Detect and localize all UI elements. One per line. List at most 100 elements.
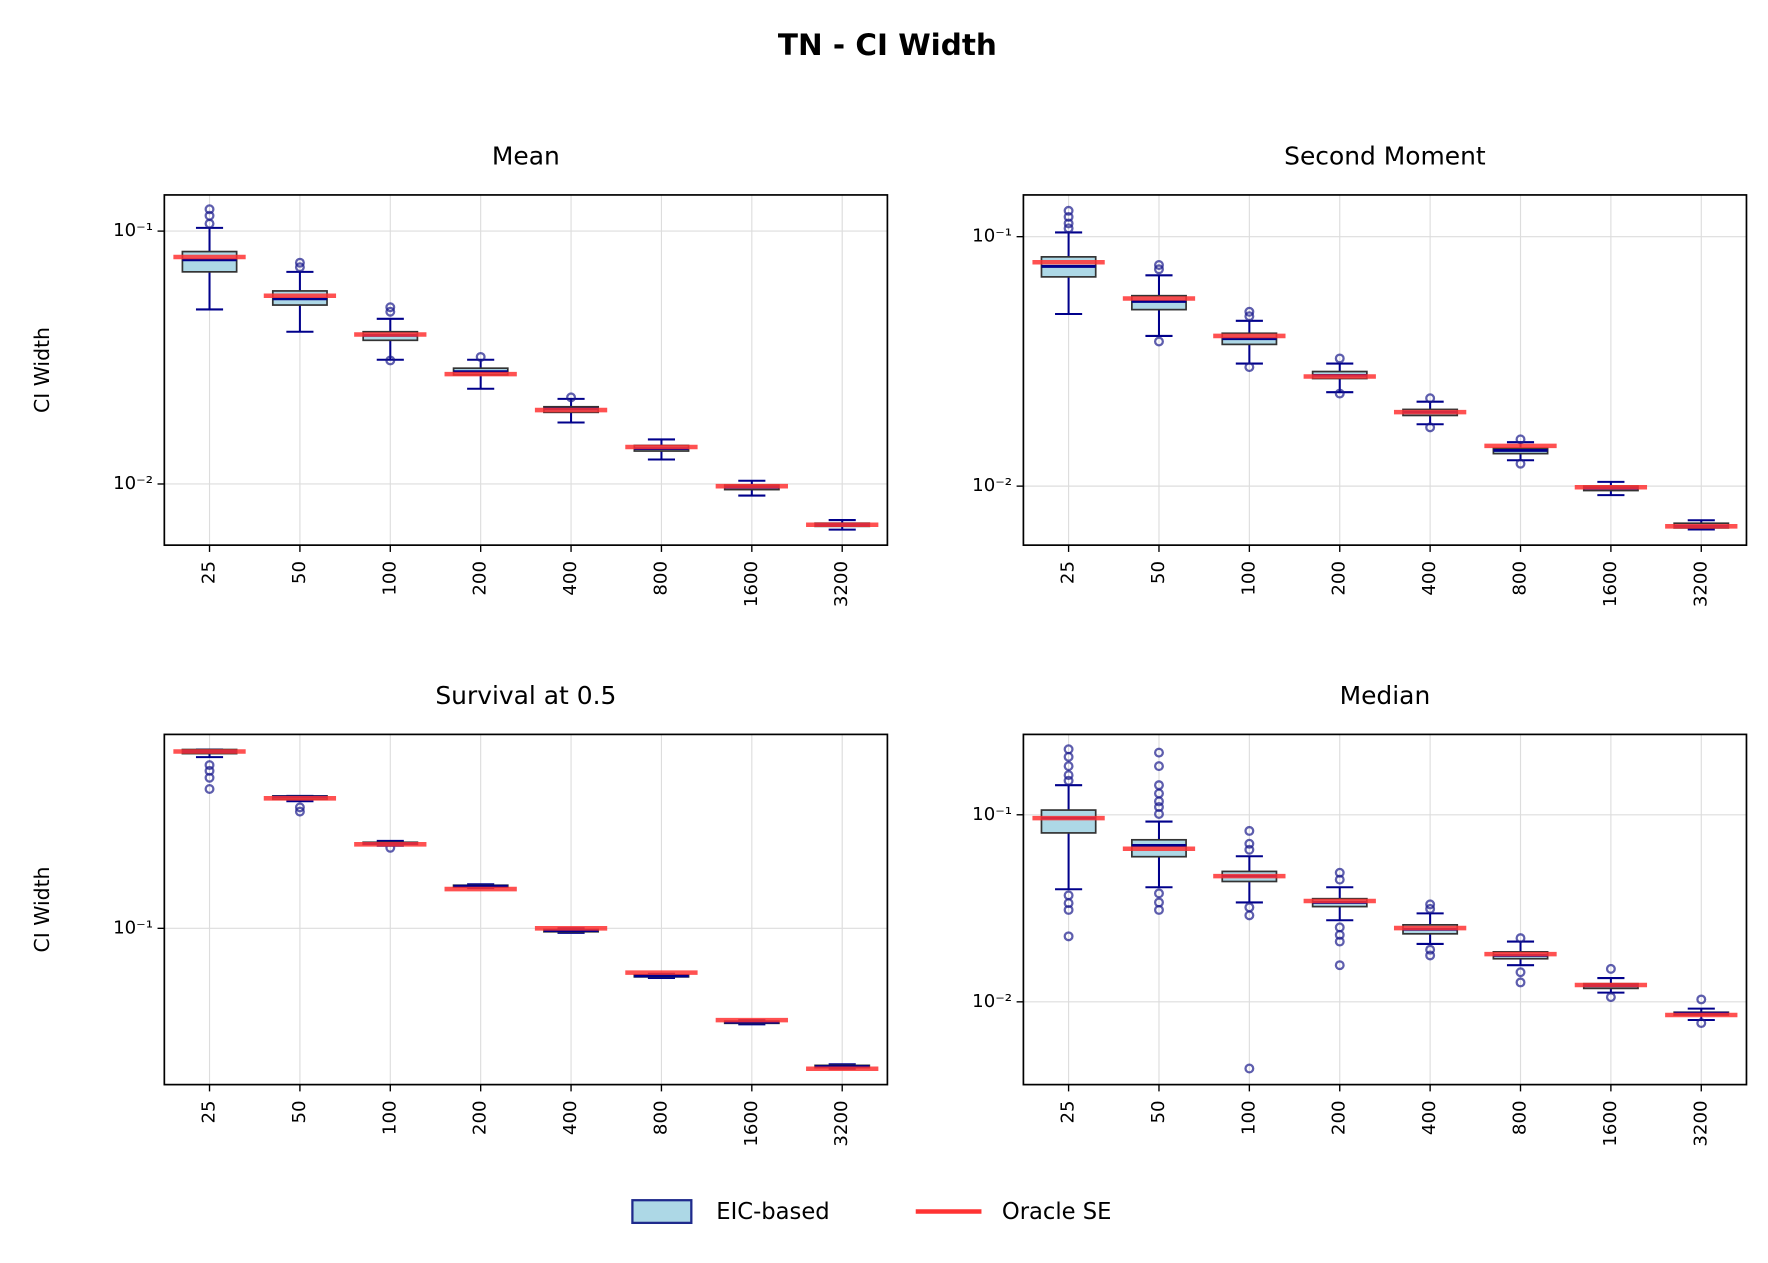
x-tick-label: 3200 <box>1690 1100 1711 1146</box>
x-tick-label: 25 <box>199 1100 220 1123</box>
y-tick-label: 10⁻¹ <box>113 917 153 938</box>
outlier <box>1153 260 1164 270</box>
y-tick-label: 10⁻¹ <box>113 220 153 241</box>
outlier <box>1244 1063 1255 1074</box>
outlier <box>1244 306 1255 317</box>
outlier <box>385 355 396 366</box>
outlier <box>1605 992 1616 1003</box>
y-tick-label: 10⁻¹ <box>972 804 1012 825</box>
x-tick-label: 1600 <box>1600 561 1621 607</box>
legend-label: Oracle SE <box>1002 1199 1112 1225</box>
subplot-title: Mean <box>492 142 560 171</box>
outlier <box>1153 888 1164 899</box>
outlier <box>204 204 215 215</box>
x-tick-label: 3200 <box>1690 561 1711 607</box>
outlier <box>1063 775 1074 786</box>
x-tick-label: 100 <box>379 561 400 596</box>
x-tick-label: 100 <box>1238 1100 1259 1135</box>
x-tick-label: 25 <box>199 561 220 584</box>
outlier <box>294 806 305 817</box>
legend-swatch <box>631 1199 693 1225</box>
outlier <box>1063 931 1074 942</box>
y-tick-label: 10⁻² <box>972 475 1012 496</box>
x-tick-label: 50 <box>289 561 310 584</box>
x-tick-label: 1600 <box>741 561 762 607</box>
subplot-title: Second Moment <box>1284 142 1486 171</box>
outlier <box>1425 944 1436 955</box>
x-tick-label: 200 <box>470 561 491 596</box>
outlier <box>294 257 305 268</box>
outlier <box>1153 796 1164 807</box>
subplot-title: Survival at 0.5 <box>435 681 616 710</box>
box <box>1040 809 1097 834</box>
x-tick-label: 400 <box>560 561 581 596</box>
outlier <box>1153 808 1164 819</box>
x-tick-label: 50 <box>1148 561 1169 584</box>
outlier <box>1153 747 1164 758</box>
outlier <box>1063 751 1074 762</box>
outlier <box>1425 950 1436 961</box>
outlier <box>1334 874 1345 885</box>
outlier <box>1696 994 1707 1005</box>
axes-frame <box>1022 194 1748 546</box>
x-tick-label: 3200 <box>831 561 852 607</box>
outlier <box>1334 388 1345 399</box>
x-tick-label: 1600 <box>1600 1100 1621 1146</box>
outlier <box>1063 205 1074 216</box>
subplot-title: Median <box>1340 681 1431 710</box>
outlier <box>1605 963 1616 974</box>
outlier <box>1244 311 1255 322</box>
outlier <box>1244 844 1255 855</box>
outlier <box>1515 434 1526 445</box>
outlier <box>1334 353 1345 364</box>
axes-frame <box>163 733 889 1086</box>
outlier <box>1063 218 1074 229</box>
outlier <box>1425 422 1436 433</box>
outlier <box>1334 936 1345 947</box>
outlier <box>1515 458 1526 469</box>
x-tick-label: 800 <box>650 561 671 596</box>
legend-label: EIC-based <box>716 1199 829 1225</box>
outlier <box>385 302 396 313</box>
x-tick-label: 800 <box>1510 1100 1531 1135</box>
outlier <box>1153 336 1164 347</box>
x-tick-label: 400 <box>1419 561 1440 596</box>
x-tick-label: 50 <box>289 1100 310 1123</box>
axes-frame <box>163 194 889 546</box>
outlier <box>1063 211 1074 222</box>
outlier <box>1063 761 1074 772</box>
x-tick-label: 200 <box>470 1100 491 1135</box>
x-tick-label: 200 <box>1329 1100 1350 1135</box>
x-tick-label: 800 <box>650 1100 671 1135</box>
outlier <box>1515 967 1526 978</box>
x-tick-label: 400 <box>560 1100 581 1135</box>
y-tick-label: 10⁻² <box>972 991 1012 1012</box>
outlier <box>1153 761 1164 772</box>
x-tick-label: 3200 <box>831 1100 852 1146</box>
box <box>181 250 238 273</box>
x-tick-label: 400 <box>1419 1100 1440 1135</box>
figure-title: TN - CI Width <box>778 28 997 62</box>
outlier <box>1515 933 1526 944</box>
x-tick-label: 800 <box>1510 561 1531 596</box>
outlier <box>1244 910 1255 921</box>
x-tick-label: 100 <box>379 1100 400 1135</box>
y-axis-label: CI Width <box>30 867 54 953</box>
outlier <box>1244 362 1255 373</box>
y-axis-label: CI Width <box>30 327 54 413</box>
x-tick-label: 50 <box>1148 1100 1169 1123</box>
outlier <box>204 772 215 783</box>
outlier <box>294 802 305 813</box>
x-tick-label: 100 <box>1238 561 1259 596</box>
y-tick-label: 10⁻² <box>113 473 153 494</box>
outlier <box>1696 1018 1707 1029</box>
axes-frame <box>1022 733 1748 1086</box>
outlier <box>1063 770 1074 781</box>
outlier <box>1425 903 1436 914</box>
outlier <box>385 306 396 317</box>
outlier <box>1334 960 1345 971</box>
outlier <box>1063 904 1074 915</box>
outlier <box>1515 977 1526 988</box>
